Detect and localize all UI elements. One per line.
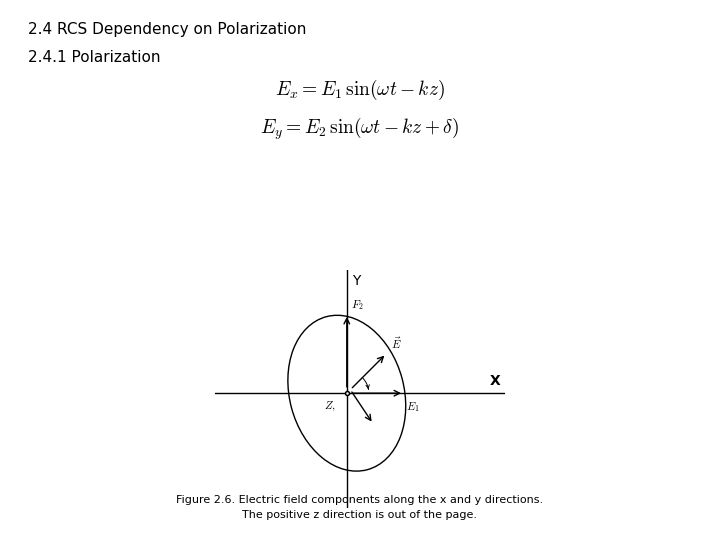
- Text: $E_1$: $E_1$: [406, 400, 419, 414]
- Text: $Z,$: $Z,$: [325, 400, 336, 413]
- Text: 2.4.1 Polarization: 2.4.1 Polarization: [28, 50, 161, 65]
- Text: X: X: [490, 374, 501, 388]
- Text: $E_y = E_2\,\mathrm{sin}(\omega t - kz + \delta)$: $E_y = E_2\,\mathrm{sin}(\omega t - kz +…: [261, 115, 459, 141]
- Text: $F_2$: $F_2$: [351, 299, 364, 312]
- Text: Y: Y: [352, 274, 361, 288]
- Text: $\vec{E}$: $\vec{E}$: [391, 335, 401, 351]
- Text: 2.4 RCS Dependency on Polarization: 2.4 RCS Dependency on Polarization: [28, 22, 307, 37]
- Text: $E_x = E_1\,\mathrm{sin}(\omega t - kz)$: $E_x = E_1\,\mathrm{sin}(\omega t - kz)$: [275, 78, 445, 102]
- Text: The positive z direction is out of the page.: The positive z direction is out of the p…: [243, 510, 477, 520]
- Text: Figure 2.6. Electric field components along the x and y directions.: Figure 2.6. Electric field components al…: [176, 495, 544, 505]
